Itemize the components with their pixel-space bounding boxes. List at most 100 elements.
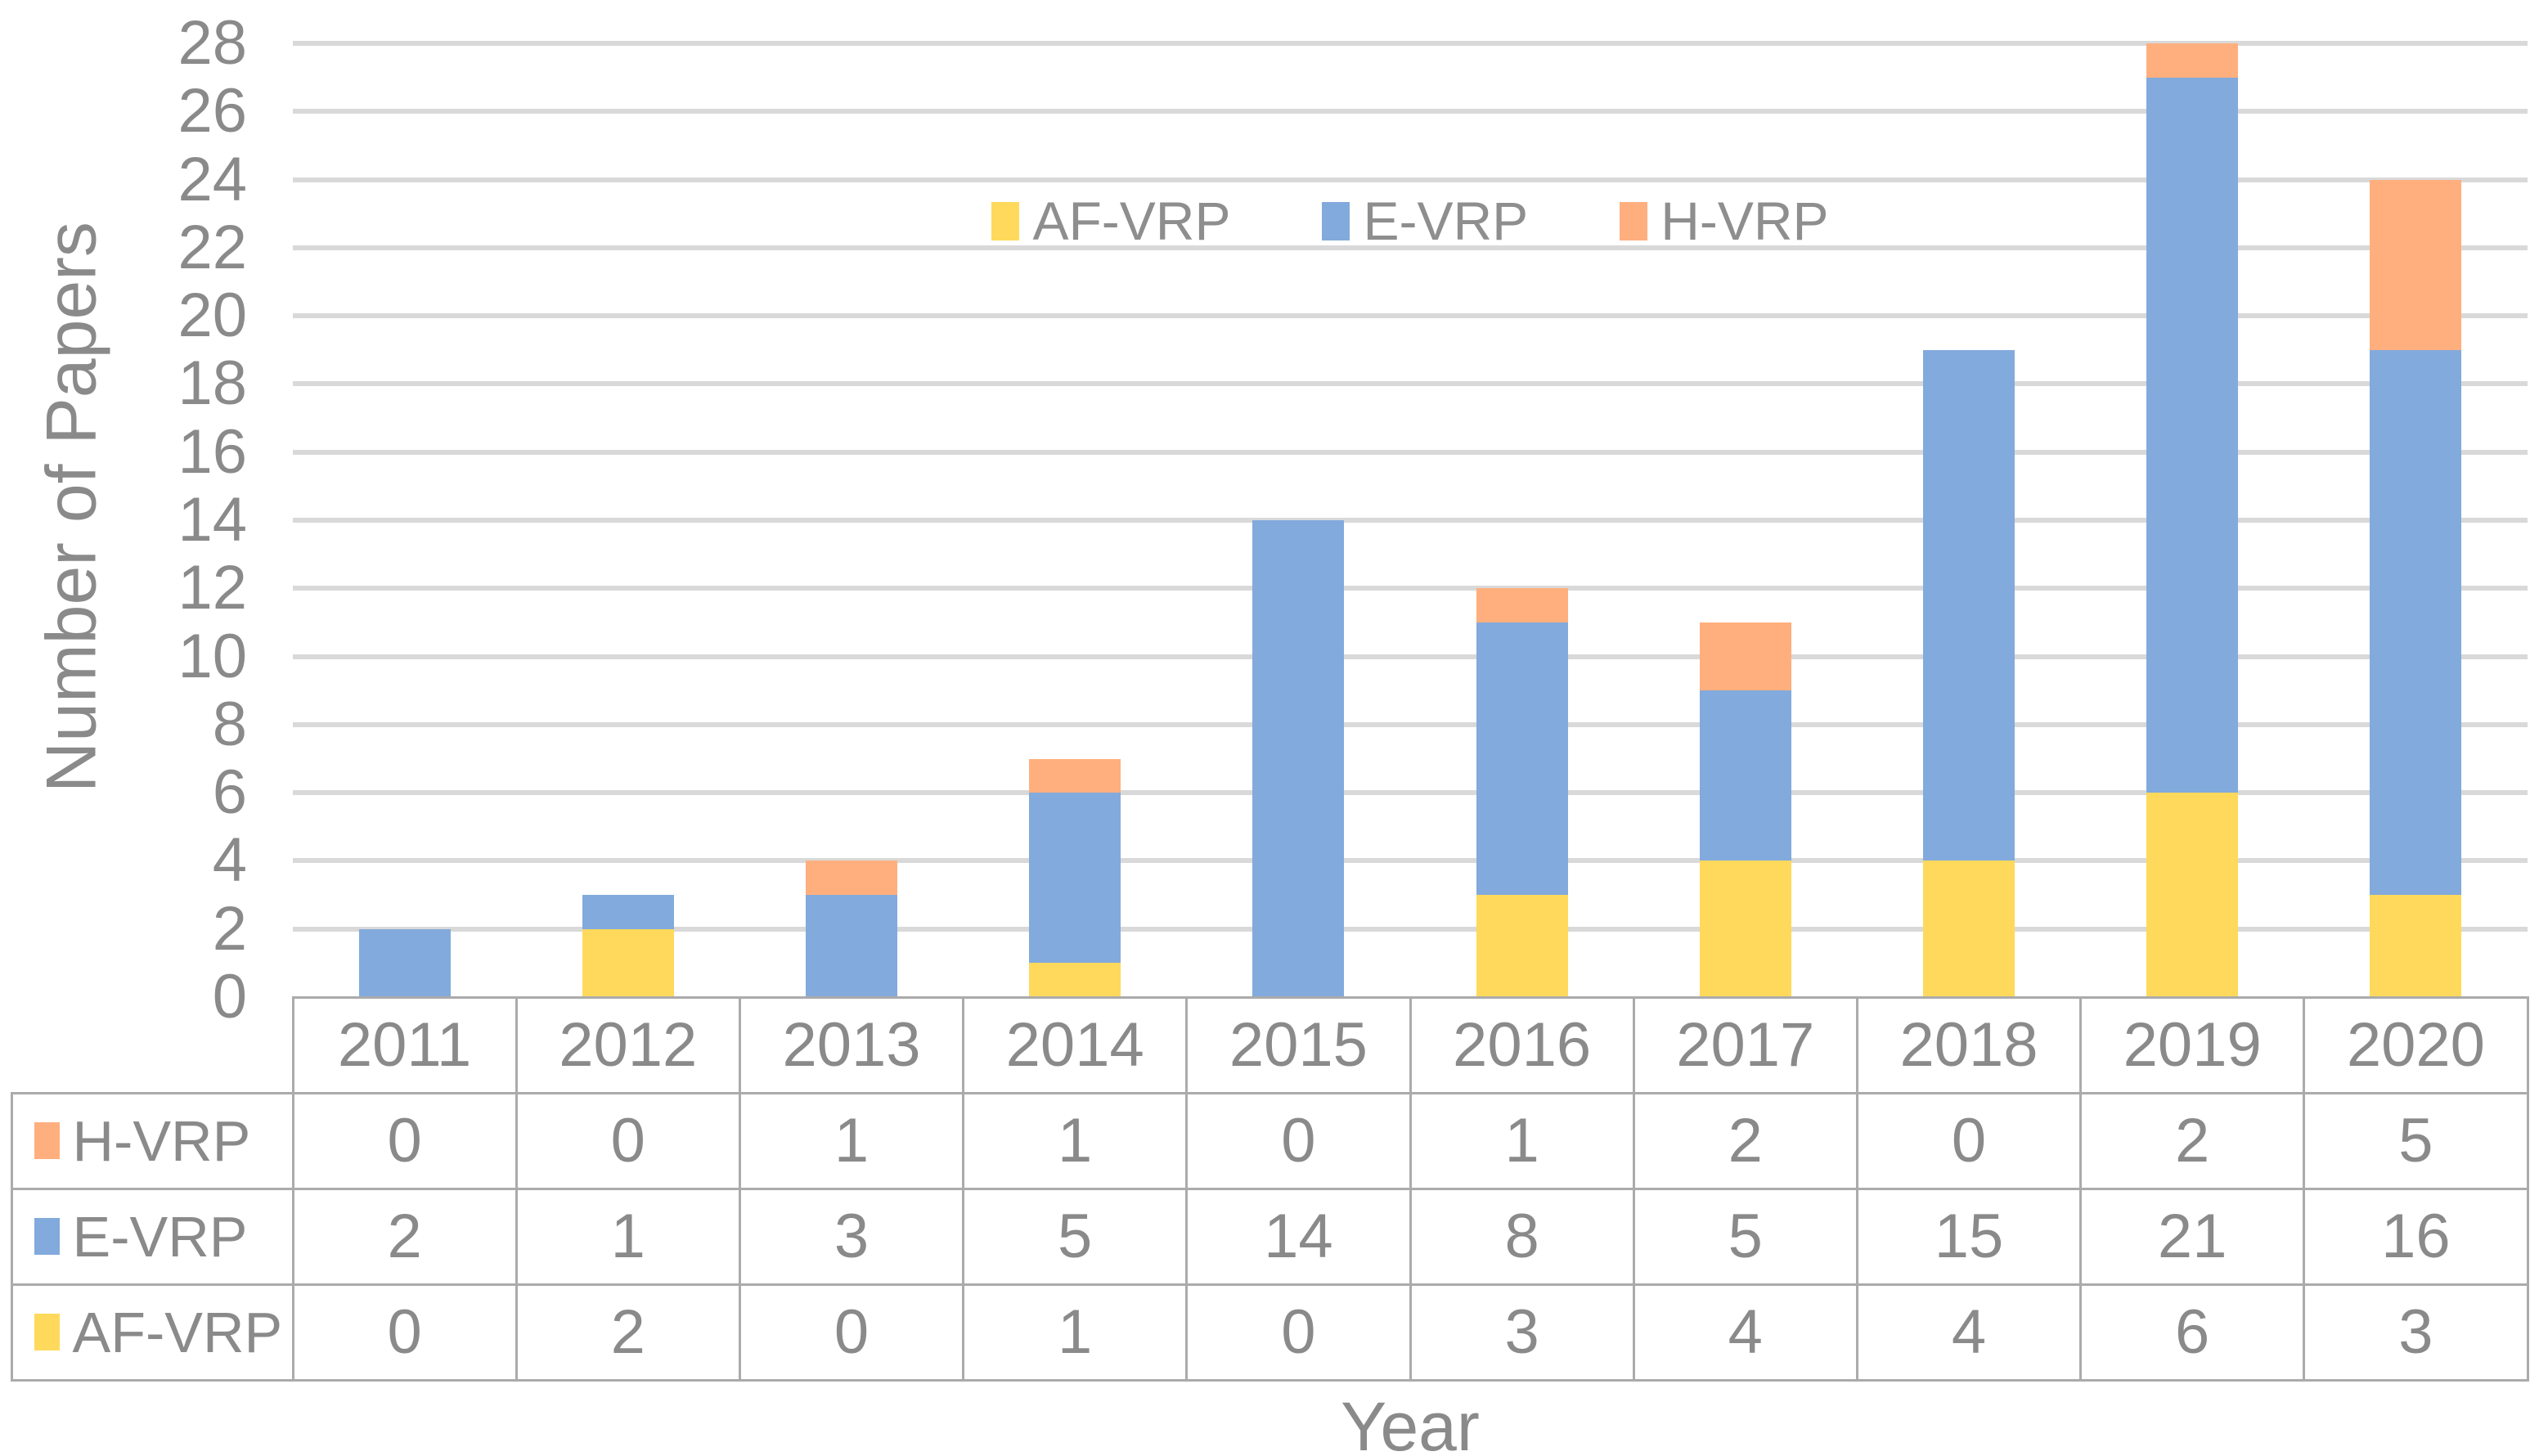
table-value-af-vrp-2011: 0 <box>291 1283 518 1382</box>
table-row-label-h-vrp: H-VRP <box>10 1091 294 1190</box>
bar-segment-e-vrp-2012 <box>582 895 674 929</box>
table-value-e-vrp-2018: 15 <box>1855 1187 2083 1286</box>
y-tick-label: 26 <box>178 76 247 146</box>
bar-segment-e-vrp-2011 <box>358 928 451 997</box>
bar-segment-af-vrp-2017 <box>1699 861 1791 997</box>
table-value-af-vrp-2015: 0 <box>1185 1283 1412 1382</box>
table-value-e-vrp-2020: 16 <box>2303 1187 2529 1286</box>
table-value-h-vrp-2014: 1 <box>962 1091 1189 1190</box>
legend-label: E-VRP <box>1363 191 1529 251</box>
table-value-af-vrp-2016: 3 <box>1409 1283 1635 1382</box>
bar-segment-af-vrp-2014 <box>1029 963 1121 997</box>
y-tick-label: 20 <box>178 281 247 351</box>
bar-segment-af-vrp-2019 <box>2146 793 2239 997</box>
bar-segment-e-vrp-2014 <box>1029 793 1121 964</box>
bar-segment-af-vrp-2016 <box>1476 895 1568 997</box>
table-value-h-vrp-2011: 0 <box>291 1091 518 1190</box>
bar-segment-h-vrp-2020 <box>2370 179 2462 350</box>
bar-segment-e-vrp-2016 <box>1476 622 1568 896</box>
gridline <box>293 41 2528 47</box>
table-year-header: 2020 <box>2303 995 2529 1094</box>
table-value-h-vrp-2013: 1 <box>738 1091 965 1190</box>
table-value-e-vrp-2017: 5 <box>1632 1187 1858 1286</box>
table-value-h-vrp-2019: 2 <box>2079 1091 2306 1190</box>
series-swatch-icon <box>34 1218 60 1255</box>
y-axis-tick-labels: 0 2 4 6 8 10 12 14 16 18 20 22 24 26 28 <box>0 0 247 1031</box>
table-value-h-vrp-2020: 5 <box>2303 1091 2529 1190</box>
series-name-label: H-VRP <box>72 1108 251 1173</box>
y-tick-label: 22 <box>178 212 247 282</box>
table-value-af-vrp-2018: 4 <box>1855 1283 2083 1382</box>
bar-segment-af-vrp-2012 <box>582 928 674 997</box>
y-tick-label: 10 <box>178 621 247 691</box>
gridline <box>293 381 2528 387</box>
gridline <box>293 721 2528 727</box>
table-value-af-vrp-2017: 4 <box>1632 1283 1858 1382</box>
table-value-e-vrp-2013: 3 <box>738 1187 965 1286</box>
bar-segment-e-vrp-2015 <box>1252 520 1345 997</box>
table-corner-cell <box>11 996 294 1094</box>
y-tick-label: 14 <box>178 485 247 555</box>
table-value-af-vrp-2012: 2 <box>515 1283 741 1382</box>
y-tick-label: 24 <box>178 144 247 214</box>
table-value-e-vrp-2014: 5 <box>962 1187 1189 1286</box>
y-tick-label: 12 <box>178 553 247 623</box>
series-name-label: AF-VRP <box>72 1300 283 1364</box>
table-year-header: 2015 <box>1185 995 1412 1094</box>
legend: AF-VRP E-VRP H-VRP <box>293 178 2528 263</box>
gridline <box>293 109 2528 115</box>
legend-swatch-icon <box>1620 201 1648 240</box>
table-year-header: 2012 <box>515 995 741 1094</box>
gridline <box>293 449 2528 455</box>
table-year-header: 2013 <box>738 995 965 1094</box>
series-swatch-icon <box>34 1314 60 1350</box>
bar-segment-af-vrp-2018 <box>1923 861 2015 997</box>
table-value-h-vrp-2017: 2 <box>1632 1091 1858 1190</box>
table-value-e-vrp-2019: 21 <box>2079 1187 2306 1286</box>
table-value-e-vrp-2011: 2 <box>291 1187 518 1286</box>
table-value-h-vrp-2016: 1 <box>1409 1091 1635 1190</box>
table-row-label-af-vrp: AF-VRP <box>10 1283 294 1382</box>
table-year-header: 2016 <box>1409 995 1635 1094</box>
bar-segment-h-vrp-2014 <box>1029 758 1121 793</box>
legend-item-af-vrp: AF-VRP <box>991 190 1230 252</box>
table-value-h-vrp-2015: 0 <box>1185 1091 1412 1190</box>
table-value-h-vrp-2012: 0 <box>515 1091 741 1190</box>
y-tick-label: 18 <box>178 348 247 419</box>
gridline <box>293 245 2528 250</box>
y-tick-label: 4 <box>212 825 247 896</box>
legend-label: AF-VRP <box>1032 191 1231 251</box>
y-tick-label: 2 <box>212 893 247 964</box>
bar-segment-e-vrp-2019 <box>2146 77 2239 793</box>
table-year-header: 2014 <box>962 995 1189 1094</box>
table-value-af-vrp-2013: 0 <box>738 1283 965 1382</box>
gridline <box>293 790 2528 796</box>
bar-segment-e-vrp-2013 <box>806 895 897 997</box>
table-year-header: 2017 <box>1632 995 1858 1094</box>
bar-segment-e-vrp-2017 <box>1699 690 1791 861</box>
legend-swatch-icon <box>1322 201 1350 240</box>
table-value-h-vrp-2018: 0 <box>1855 1091 2083 1190</box>
gridline <box>293 518 2528 524</box>
bar-segment-e-vrp-2020 <box>2370 349 2462 896</box>
y-tick-label: 0 <box>212 962 247 1031</box>
gridline <box>293 654 2528 659</box>
y-tick-label: 8 <box>212 689 247 759</box>
y-tick-label: 6 <box>212 757 247 828</box>
table-year-header: 2019 <box>2079 995 2306 1094</box>
table-value-af-vrp-2014: 1 <box>962 1283 1189 1382</box>
bar-segment-h-vrp-2017 <box>1699 622 1791 691</box>
table-value-e-vrp-2016: 8 <box>1409 1187 1635 1286</box>
table-year-header: 2011 <box>291 995 518 1094</box>
y-tick-label: 16 <box>178 416 247 487</box>
bar-segment-h-vrp-2013 <box>806 861 897 896</box>
data-table: 2011 2012 2013 2014 2015 2016 2017 2018 2019 2020… <box>10 995 2529 1382</box>
table-value-af-vrp-2019: 6 <box>2079 1283 2306 1382</box>
gridline <box>293 177 2528 182</box>
series-name-label: E-VRP <box>72 1204 248 1269</box>
table-row-label-e-vrp: E-VRP <box>10 1187 294 1286</box>
bar-segment-e-vrp-2018 <box>1923 349 2015 861</box>
bar-segment-af-vrp-2020 <box>2370 895 2462 997</box>
legend-label: H-VRP <box>1660 191 1829 251</box>
